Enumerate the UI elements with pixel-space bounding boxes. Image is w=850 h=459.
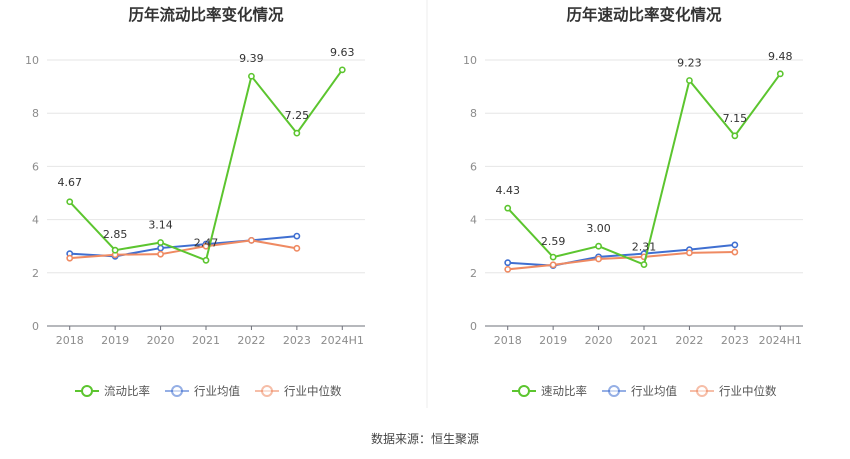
y-tick-label: 4: [32, 214, 39, 227]
data-point[interactable]: [549, 261, 557, 269]
data-point[interactable]: [549, 253, 557, 261]
data-point[interactable]: [686, 77, 693, 84]
legend-item[interactable]: 行业均值: [165, 384, 240, 398]
x-tick-label: 2019: [539, 334, 567, 347]
legend-item[interactable]: 行业均值: [602, 384, 677, 398]
y-tick-label: 2: [470, 267, 477, 280]
data-point[interactable]: [504, 204, 512, 212]
y-tick-label: 2: [32, 267, 39, 280]
data-point[interactable]: [248, 236, 255, 244]
data-label: 2.59: [541, 235, 566, 248]
chart-title: 历年流动比率变化情况: [128, 5, 284, 24]
data-point[interactable]: [776, 70, 784, 78]
x-tick-label: 2018: [56, 334, 84, 347]
x-tick-label: 2020: [147, 334, 175, 347]
series-line-2: [69, 239, 298, 260]
data-point[interactable]: [595, 255, 602, 263]
y-tick-label: 6: [32, 160, 39, 173]
y-tick-label: 8: [470, 107, 477, 120]
data-label: 3.00: [586, 222, 611, 235]
x-tick-label: 2024H1: [759, 334, 802, 347]
data-point[interactable]: [157, 244, 164, 252]
data-point[interactable]: [504, 265, 512, 273]
legend-swatch-marker: [171, 385, 183, 397]
data-label: 4.43: [495, 184, 520, 197]
legend-swatch-marker: [81, 385, 93, 397]
data-point[interactable]: [111, 246, 119, 254]
data-point[interactable]: [595, 242, 602, 250]
legend-item[interactable]: 行业中位数: [690, 384, 777, 398]
data-source-note: 数据来源：恒生聚源: [370, 432, 479, 446]
data-point[interactable]: [504, 259, 512, 267]
data-label: 9.63: [330, 46, 355, 59]
chart-title: 历年速动比率变化情况: [566, 5, 722, 24]
x-tick-label: 2023: [721, 334, 749, 347]
data-point[interactable]: [202, 256, 210, 264]
series-line-2: [507, 251, 735, 271]
data-point[interactable]: [157, 250, 164, 258]
x-tick-label: 2022: [237, 334, 265, 347]
legend-label: 行业中位数: [284, 384, 342, 398]
data-label: 2.31: [632, 241, 657, 254]
legend-label: 速动比率: [541, 384, 587, 398]
x-tick-label: 2020: [585, 334, 613, 347]
data-label: 7.15: [723, 112, 748, 125]
x-tick-label: 2022: [675, 334, 703, 347]
data-point[interactable]: [731, 241, 739, 249]
y-tick-label: 8: [32, 107, 39, 120]
y-tick-label: 0: [32, 320, 39, 333]
quick-ratio-chart: 历年速动比率变化情况 0 2 4 6 8 10 2018 2019 2020 2021 2022 202…: [463, 5, 803, 398]
legend-label: 行业中位数: [719, 384, 777, 398]
data-label: 7.25: [285, 109, 310, 122]
current-ratio-chart: 历年流动比率变化情况 0 2 4 6 8 10 2018 2019 2020 2021 2022 202…: [25, 5, 365, 398]
data-point[interactable]: [157, 239, 164, 246]
x-tick-label: 2021: [630, 334, 658, 347]
legend-label: 流动比率: [104, 384, 150, 398]
y-tick-label: 4: [470, 214, 477, 227]
y-tick-label: 10: [463, 54, 477, 67]
data-point[interactable]: [66, 198, 74, 206]
x-tick-label: 2024H1: [321, 334, 364, 347]
legend-item[interactable]: 速动比率: [512, 384, 587, 398]
data-point[interactable]: [293, 244, 301, 252]
data-point[interactable]: [640, 261, 648, 268]
data-point[interactable]: [731, 248, 739, 256]
data-point[interactable]: [731, 132, 739, 140]
data-label: 9.39: [239, 52, 264, 65]
x-tick-label: 2019: [101, 334, 129, 347]
legend-swatch-marker: [518, 385, 530, 397]
y-tick-label: 0: [470, 320, 477, 333]
data-point[interactable]: [293, 129, 301, 137]
data-label: 9.48: [768, 50, 793, 63]
data-label: 4.67: [57, 176, 82, 189]
data-point[interactable]: [66, 254, 74, 262]
data-point[interactable]: [293, 232, 301, 240]
x-tick-label: 2018: [494, 334, 522, 347]
legend-label: 行业均值: [194, 384, 240, 398]
x-tick-label: 2021: [192, 334, 220, 347]
legend-label: 行业均值: [631, 384, 677, 398]
legend-swatch-marker: [261, 385, 273, 397]
x-tick-label: 2023: [283, 334, 311, 347]
data-point[interactable]: [248, 72, 255, 80]
data-label: 3.14: [148, 218, 173, 231]
data-label: 2.85: [103, 228, 128, 241]
y-tick-label: 10: [25, 54, 39, 67]
legend-item[interactable]: 流动比率: [75, 384, 150, 398]
data-label: 9.23: [677, 56, 702, 69]
legend-swatch-marker: [696, 385, 708, 397]
data-point[interactable]: [686, 249, 693, 257]
legend-item[interactable]: 行业中位数: [255, 384, 342, 398]
data-point[interactable]: [338, 66, 346, 74]
legend-swatch-marker: [608, 385, 620, 397]
y-tick-label: 6: [470, 160, 477, 173]
data-label: 2.47: [194, 236, 219, 249]
